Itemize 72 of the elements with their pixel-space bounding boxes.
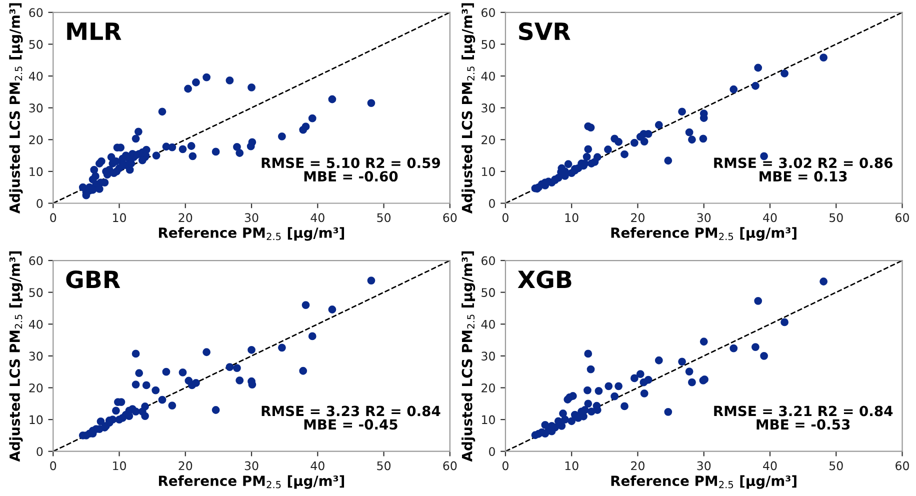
y-tick-label: 60	[482, 8, 495, 18]
x-tick-label: 10	[113, 213, 126, 222]
x-tick-label: 30	[244, 213, 258, 222]
x-tick-label: 40	[310, 213, 324, 222]
x-tick-label: 60	[443, 461, 457, 470]
y-tick-label: 20	[29, 383, 43, 392]
y-tick-label: 50	[482, 40, 495, 49]
y-tick-label: 0	[489, 447, 495, 456]
x-tick-label: 60	[896, 461, 909, 470]
y-tick-label: 40	[481, 72, 495, 81]
x-tick-label: 50	[830, 461, 843, 470]
x-tick-label: 30	[244, 461, 258, 470]
x-tick-label: 10	[565, 461, 578, 470]
y-tick-label: 20	[482, 383, 495, 392]
y-tick-label: 50	[29, 288, 43, 297]
x-tick-label: 60	[443, 213, 457, 222]
x-tick-label: 50	[830, 213, 843, 222]
x-tick-label: 20	[631, 461, 644, 470]
x-axis-title: Reference PM$_{2.5}$ [µg/m³]	[158, 227, 344, 241]
y-tick-label: 0	[489, 198, 495, 208]
x-tick-label: 30	[697, 213, 711, 222]
y-tick-label: 10	[30, 415, 43, 424]
y-tick-label: 20	[482, 135, 495, 144]
x-tick-label: 0	[50, 461, 56, 470]
y-tick-label: 10	[30, 167, 43, 176]
y-tick-label: 60	[29, 8, 43, 18]
y-tick-label: 30	[29, 104, 43, 112]
x-tick-label: 50	[377, 461, 391, 470]
x-tick-label: 20	[178, 461, 192, 470]
annotation: RMSE = 3.21 R2 = 0.84 MBE = -0.53	[714, 406, 893, 430]
x-tick-label: 0	[502, 213, 508, 222]
x-tick-label: 0	[50, 213, 56, 222]
y-tick-label: 10	[482, 415, 495, 424]
x-axis-title: Reference PM$_{2.5}$ [µg/m³]	[158, 475, 344, 489]
y-tick-label: 0	[36, 447, 43, 456]
annotation: RMSE = 3.23 R2 = 0.84 MBE = -0.45	[262, 406, 440, 430]
y-tick-label: 40	[481, 320, 495, 329]
x-tick-label: 40	[763, 213, 777, 222]
y-axis-title: Adjusted LCS PM$_{2.5}$ [µg/m³]	[9, 251, 23, 462]
chart-title: SVR	[519, 22, 570, 40]
x-tick-label: 40	[310, 461, 324, 470]
y-tick-label: 40	[28, 72, 43, 81]
annotation: RMSE = 3.02 R2 = 0.86 MBE = 0.13	[714, 158, 892, 182]
y-tick-label: 30	[29, 352, 43, 361]
y-tick-label: 10	[482, 167, 495, 176]
x-tick-label: 10	[113, 461, 126, 470]
x-tick-label: 20	[178, 213, 192, 222]
y-tick-label: 20	[29, 135, 43, 144]
chart-title: GBR	[66, 270, 120, 288]
x-tick-label: 0	[502, 461, 508, 470]
y-tick-label: 30	[482, 104, 495, 112]
x-tick-label: 60	[896, 213, 909, 222]
x-tick-label: 10	[565, 213, 578, 222]
y-tick-label: 40	[28, 320, 43, 329]
annotation: RMSE = 5.10 R2 = 0.59 MBE = -0.60	[262, 158, 440, 182]
x-tick-label: 50	[377, 213, 391, 222]
y-tick-label: 50	[29, 40, 43, 49]
chart-title: MLR	[67, 22, 122, 40]
y-tick-label: 60	[29, 256, 43, 266]
y-tick-label: 0	[36, 198, 43, 208]
y-axis-title: Adjusted LCS PM$_{2.5}$ [µg/m³]	[462, 3, 476, 214]
x-tick-label: 40	[763, 461, 777, 470]
y-tick-label: 30	[482, 352, 495, 361]
y-axis-title: Adjusted LCS PM$_{2.5}$ [µg/m³]	[462, 251, 476, 462]
chart-title: XGB	[518, 270, 572, 288]
x-tick-label: 20	[631, 213, 644, 222]
y-axis-title: Adjusted LCS PM$_{2.5}$ [µg/m³]	[9, 3, 23, 214]
x-tick-label: 30	[697, 461, 711, 470]
y-tick-label: 60	[482, 256, 495, 266]
x-axis-title: Reference PM$_{2.5}$ [µg/m³]	[611, 227, 796, 241]
y-tick-label: 50	[482, 288, 495, 297]
x-axis-title: Reference PM$_{2.5}$ [µg/m³]	[611, 475, 796, 489]
